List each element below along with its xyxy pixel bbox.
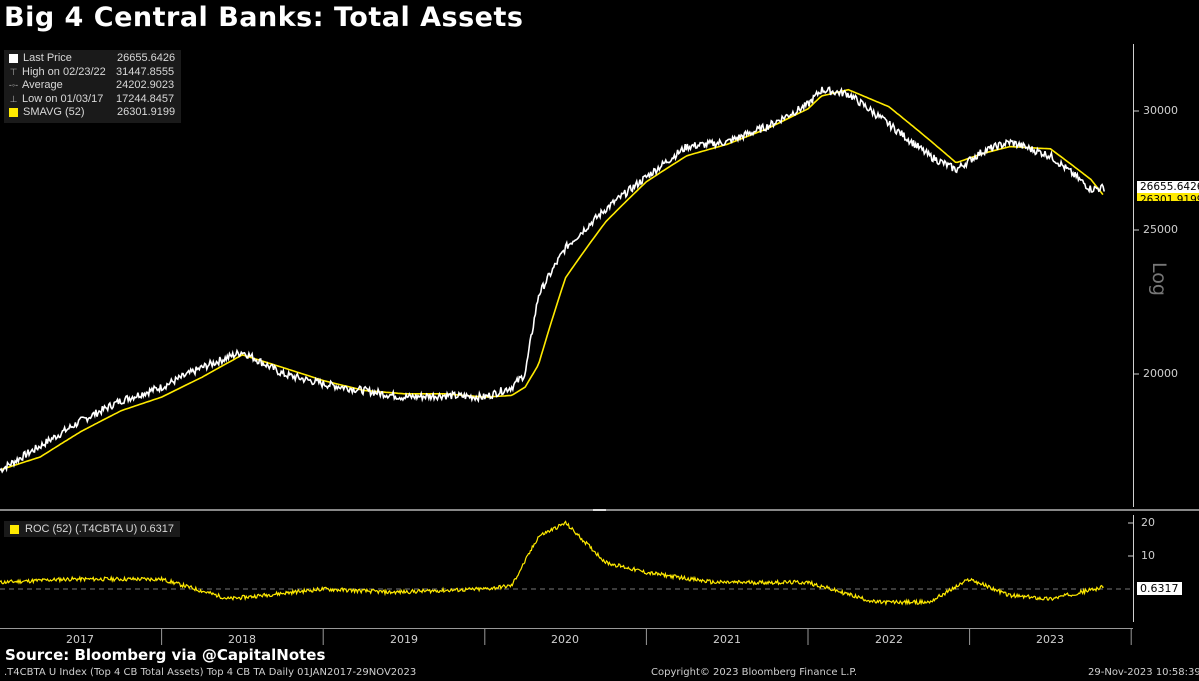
legend-label: Low on 01/03/17 (22, 92, 104, 105)
main-tick-label-25000: 25000 (1143, 223, 1178, 236)
smavg-series-line (0, 88, 1104, 471)
legend-value: 26655.6426 (117, 52, 176, 64)
legend-yellow-square-icon (9, 108, 18, 118)
legend-label: SMAVG (52) (23, 106, 85, 118)
footer-copyright: Copyright© 2023 Bloomberg Finance L.P. (651, 667, 858, 678)
high-marker-icon: ⊤ (9, 66, 18, 77)
x-year-label-2021: 2021 (713, 633, 741, 646)
x-axis-ticks (161, 629, 1132, 645)
legend-label: Average (22, 79, 63, 91)
roc-tick-label-10: 10 (1141, 549, 1155, 562)
legend-label: Last Price (23, 52, 72, 64)
roc-tick-label-20: 20 (1141, 516, 1155, 529)
x-year-label-2019: 2019 (390, 633, 418, 646)
x-year-label-2022: 2022 (875, 633, 903, 646)
legend-item-last-price: Last Price 26655.6426 (8, 52, 175, 66)
legend-item-low: ⊥ Low on 01/03/17 17244.8457 (8, 93, 175, 107)
legend-value: 26301.9199 (117, 106, 176, 118)
roc-legend: ROC (52) (.T4CBTA U) 0.6317 (4, 521, 180, 537)
footer-timestamp: 29-Nov-2023 10:58:39 (1088, 667, 1199, 678)
chart-title: Big 4 Central Banks: Total Assets (4, 2, 524, 33)
main-tick-label-20000: 20000 (1143, 367, 1178, 380)
legend-item-average: -◦- Average 24202.9023 (8, 79, 175, 93)
legend-label: High on 02/23/22 (22, 65, 106, 78)
smavg-badge: 26301.9199 (1137, 193, 1199, 201)
main-legend: Last Price 26655.6426 ⊤ High on 02/23/22… (4, 50, 182, 123)
x-year-label-2023: 2023 (1036, 633, 1064, 646)
log-scale-label: Log (1148, 262, 1170, 296)
legend-item-smavg: SMAVG (52) 26301.9199 (8, 106, 175, 120)
average-marker-icon: -◦- (8, 80, 19, 90)
roc-legend-square-icon (10, 524, 19, 534)
roc-legend-label: ROC (52) (.T4CBTA U) 0.6317 (25, 523, 174, 535)
x-year-label-2018: 2018 (228, 633, 256, 646)
roc-series-line (0, 520, 1104, 607)
footer-index-description: .T4CBTA U Index (Top 4 CB Total Assets) … (4, 667, 417, 678)
main-tick-label-30000: 30000 (1143, 104, 1178, 117)
legend-value: 17244.8457 (116, 92, 175, 105)
legend-item-high: ⊤ High on 02/23/22 31447.8555 (8, 66, 175, 80)
legend-value: 31447.8555 (116, 65, 175, 78)
last-price-series-line (0, 86, 1105, 474)
low-marker-icon: ⊥ (9, 93, 18, 104)
legend-square-icon (9, 54, 18, 64)
roc-badge: 0.6317 (1137, 582, 1182, 595)
x-year-label-2020: 2020 (551, 633, 579, 646)
last-price-badge: 26655.6426 (1137, 181, 1199, 193)
source-note: Source: Bloomberg via @CapitalNotes (5, 646, 326, 664)
legend-value: 24202.9023 (116, 79, 175, 91)
x-year-label-2017: 2017 (66, 633, 94, 646)
